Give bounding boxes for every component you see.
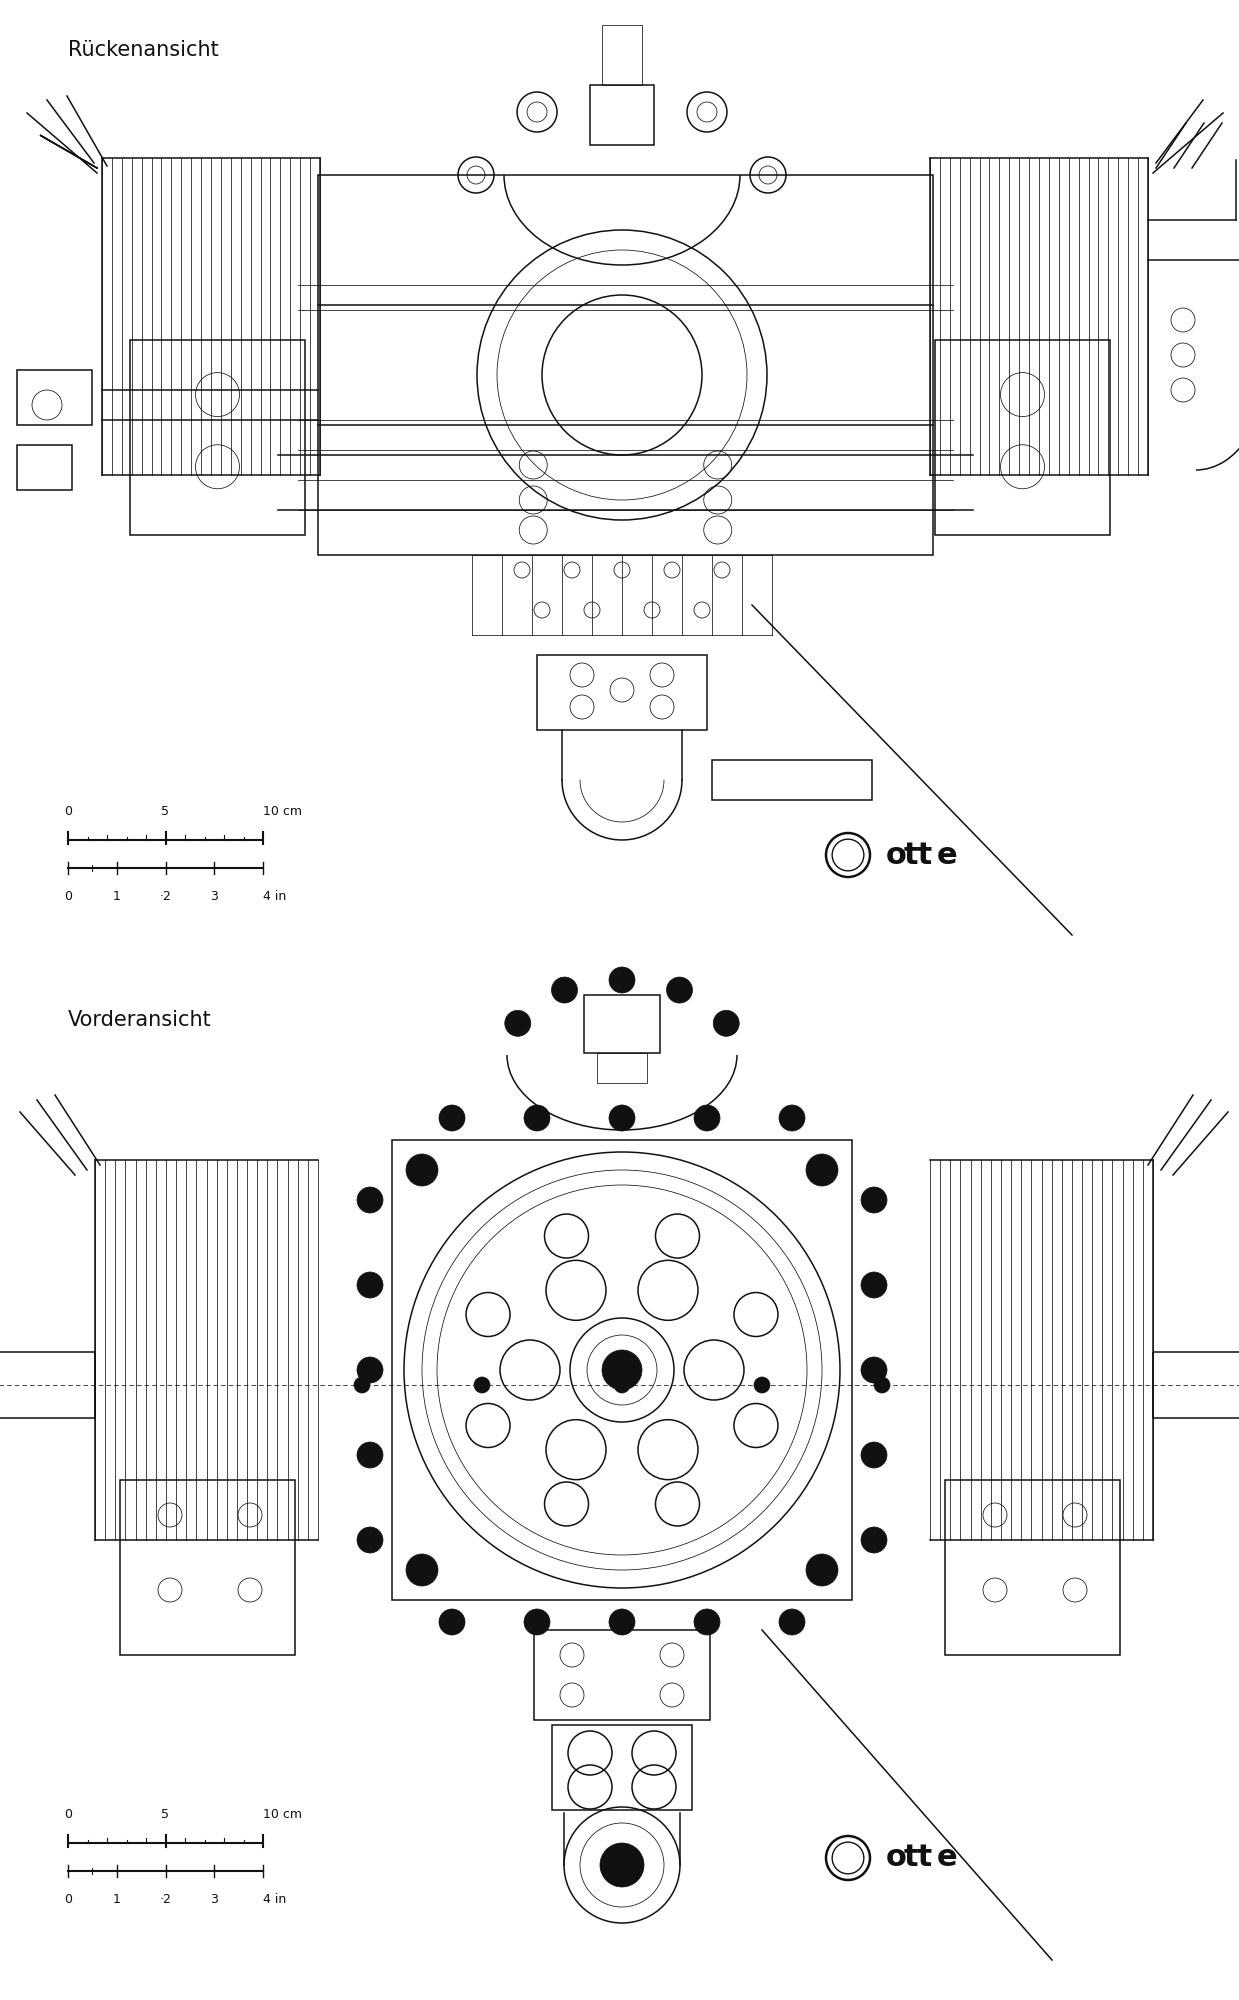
Circle shape bbox=[861, 1442, 887, 1468]
Circle shape bbox=[714, 1010, 740, 1036]
Text: 0: 0 bbox=[64, 890, 72, 904]
Text: 4 in: 4 in bbox=[263, 890, 286, 904]
Bar bbox=[597, 1052, 647, 1084]
Text: 5: 5 bbox=[161, 804, 170, 818]
Bar bbox=[130, 340, 305, 534]
Circle shape bbox=[357, 1528, 383, 1552]
Bar bbox=[17, 370, 92, 426]
Text: Rückenansicht: Rückenansicht bbox=[68, 40, 219, 60]
Bar bbox=[712, 760, 872, 800]
Circle shape bbox=[861, 1272, 887, 1298]
Circle shape bbox=[873, 1376, 890, 1392]
Bar bbox=[392, 1140, 852, 1600]
Text: 3: 3 bbox=[211, 890, 218, 904]
Text: 10 cm: 10 cm bbox=[263, 1808, 302, 1820]
Text: 10 cm: 10 cm bbox=[263, 804, 302, 818]
Circle shape bbox=[354, 1376, 370, 1392]
Circle shape bbox=[524, 1104, 550, 1132]
Bar bbox=[590, 84, 654, 146]
Text: e: e bbox=[937, 840, 958, 870]
Circle shape bbox=[807, 1554, 838, 1586]
Circle shape bbox=[807, 1154, 838, 1186]
Circle shape bbox=[861, 1186, 887, 1212]
Bar bbox=[584, 994, 660, 1052]
Circle shape bbox=[357, 1356, 383, 1384]
Circle shape bbox=[861, 1356, 887, 1384]
Text: tt: tt bbox=[903, 840, 933, 870]
Bar bbox=[534, 1630, 710, 1720]
Circle shape bbox=[600, 1844, 644, 1888]
Circle shape bbox=[357, 1442, 383, 1468]
Bar bbox=[553, 1724, 693, 1810]
Circle shape bbox=[406, 1154, 439, 1186]
Circle shape bbox=[615, 1376, 629, 1392]
Circle shape bbox=[667, 978, 693, 1004]
Text: Vorderansicht: Vorderansicht bbox=[68, 1010, 212, 1030]
Text: 4 in: 4 in bbox=[263, 1892, 286, 1906]
Circle shape bbox=[439, 1608, 465, 1636]
Text: tt: tt bbox=[903, 1844, 933, 1872]
Text: ·2: ·2 bbox=[160, 1892, 171, 1906]
Circle shape bbox=[694, 1104, 720, 1132]
Text: 5: 5 bbox=[161, 1808, 170, 1820]
Circle shape bbox=[524, 1608, 550, 1636]
Circle shape bbox=[694, 1608, 720, 1636]
Circle shape bbox=[755, 1376, 769, 1392]
Text: 0: 0 bbox=[64, 804, 72, 818]
Text: ·2: ·2 bbox=[160, 890, 171, 904]
Circle shape bbox=[406, 1554, 439, 1586]
Text: 0: 0 bbox=[64, 1808, 72, 1820]
Circle shape bbox=[610, 1608, 636, 1636]
Circle shape bbox=[439, 1104, 465, 1132]
Circle shape bbox=[504, 1010, 530, 1036]
Text: 1: 1 bbox=[113, 1892, 120, 1906]
Bar bbox=[1154, 1352, 1239, 1418]
Bar bbox=[0, 1352, 95, 1418]
Circle shape bbox=[610, 1104, 636, 1132]
Bar bbox=[120, 1480, 295, 1656]
Circle shape bbox=[779, 1104, 805, 1132]
Bar bbox=[945, 1480, 1120, 1656]
Bar bbox=[536, 656, 707, 730]
Text: 3: 3 bbox=[211, 1892, 218, 1906]
Bar bbox=[17, 446, 72, 490]
Circle shape bbox=[475, 1376, 489, 1392]
Circle shape bbox=[357, 1272, 383, 1298]
Text: 0: 0 bbox=[64, 1892, 72, 1906]
Circle shape bbox=[551, 978, 577, 1004]
Bar bbox=[602, 24, 642, 84]
Text: o: o bbox=[886, 840, 907, 870]
Bar bbox=[318, 176, 933, 554]
Circle shape bbox=[779, 1608, 805, 1636]
Circle shape bbox=[610, 968, 636, 992]
Circle shape bbox=[357, 1186, 383, 1212]
Text: 1: 1 bbox=[113, 890, 120, 904]
Circle shape bbox=[861, 1528, 887, 1552]
Bar bbox=[935, 340, 1110, 534]
Text: o: o bbox=[886, 1844, 907, 1872]
Circle shape bbox=[602, 1350, 642, 1390]
Text: e: e bbox=[937, 1844, 958, 1872]
